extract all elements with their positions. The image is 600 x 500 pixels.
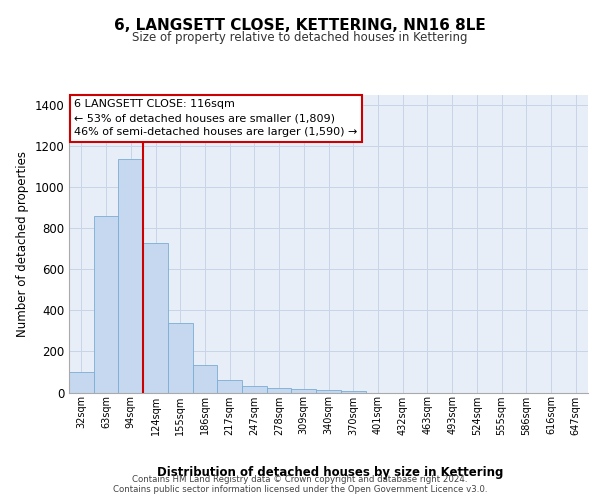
Text: 6, LANGSETT CLOSE, KETTERING, NN16 8LE: 6, LANGSETT CLOSE, KETTERING, NN16 8LE — [114, 18, 486, 32]
Bar — [242, 386, 267, 392]
Bar — [143, 242, 168, 392]
Bar — [168, 322, 193, 392]
Bar — [292, 390, 316, 392]
Bar — [94, 216, 118, 392]
Bar — [69, 372, 94, 392]
Bar — [267, 388, 292, 392]
Bar — [118, 158, 143, 392]
Bar — [316, 390, 341, 392]
Y-axis label: Number of detached properties: Number of detached properties — [16, 151, 29, 337]
Text: 6 LANGSETT CLOSE: 116sqm
← 53% of detached houses are smaller (1,809)
46% of sem: 6 LANGSETT CLOSE: 116sqm ← 53% of detach… — [74, 100, 358, 138]
Bar — [193, 365, 217, 392]
Text: Size of property relative to detached houses in Kettering: Size of property relative to detached ho… — [132, 31, 468, 44]
Text: Contains HM Land Registry data © Crown copyright and database right 2024.
Contai: Contains HM Land Registry data © Crown c… — [113, 474, 487, 494]
Bar — [217, 380, 242, 392]
Text: Distribution of detached houses by size in Kettering: Distribution of detached houses by size … — [157, 466, 503, 479]
